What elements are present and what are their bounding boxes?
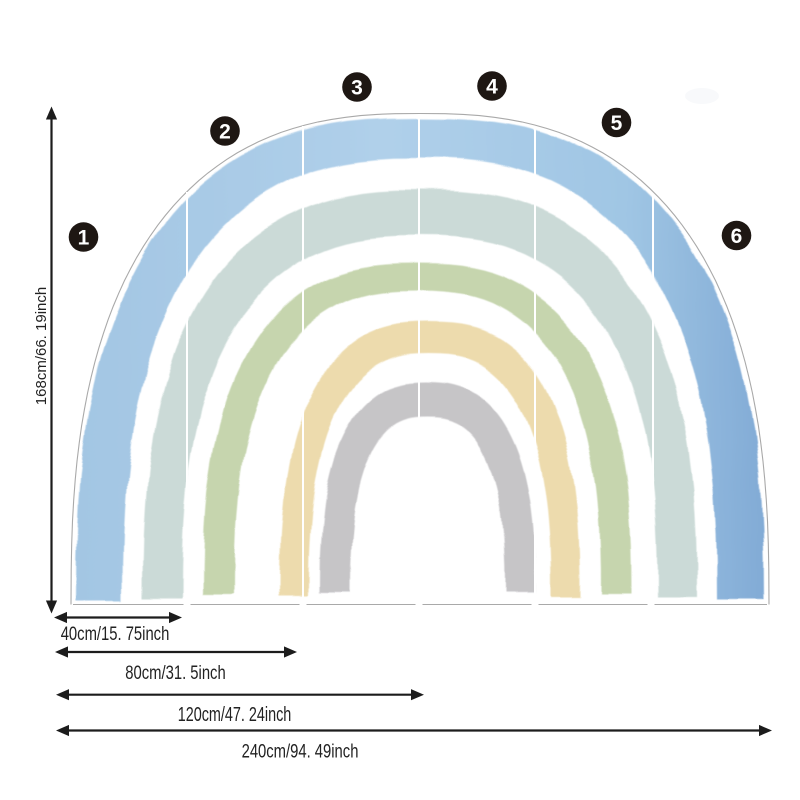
svg-text:40cm/15. 75inch: 40cm/15. 75inch xyxy=(61,623,170,644)
svg-text:5: 5 xyxy=(611,112,623,135)
svg-text:240cm/94. 49inch: 240cm/94. 49inch xyxy=(242,741,359,762)
svg-text:6: 6 xyxy=(731,225,743,248)
svg-text:120cm/47. 24inch: 120cm/47. 24inch xyxy=(178,703,292,726)
svg-text:1: 1 xyxy=(78,226,90,249)
svg-text:3: 3 xyxy=(351,76,363,99)
svg-text:168cm/66. 19inch: 168cm/66. 19inch xyxy=(33,287,50,405)
svg-text:80cm/31. 5inch: 80cm/31. 5inch xyxy=(125,662,225,683)
svg-text:4: 4 xyxy=(486,75,498,98)
svg-text:2: 2 xyxy=(219,120,231,143)
